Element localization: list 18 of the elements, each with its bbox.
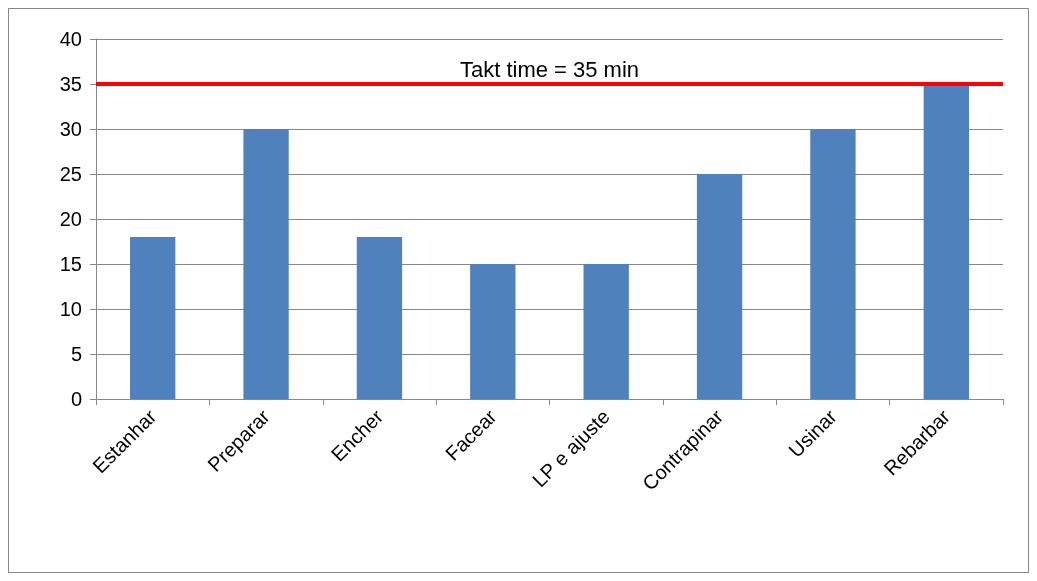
y-tick-label: 35 — [59, 73, 82, 95]
bar — [810, 129, 856, 399]
bar — [923, 84, 969, 399]
ref-line-label: Takt time = 35 min — [459, 56, 640, 82]
y-tick-label: 0 — [70, 388, 82, 410]
bar — [243, 129, 289, 399]
y-tick-label: 15 — [59, 253, 82, 275]
y-tick-label: 10 — [59, 298, 82, 320]
y-tick-label: 20 — [59, 208, 82, 230]
bar — [696, 174, 743, 399]
y-tick-label: 25 — [59, 163, 82, 185]
bar — [583, 264, 629, 399]
bar — [356, 237, 403, 399]
y-tick-label: 30 — [59, 118, 82, 140]
y-tick-label: 5 — [70, 343, 82, 365]
bar — [470, 264, 516, 399]
bar — [130, 237, 176, 399]
y-tick-label: 40 — [59, 28, 82, 50]
